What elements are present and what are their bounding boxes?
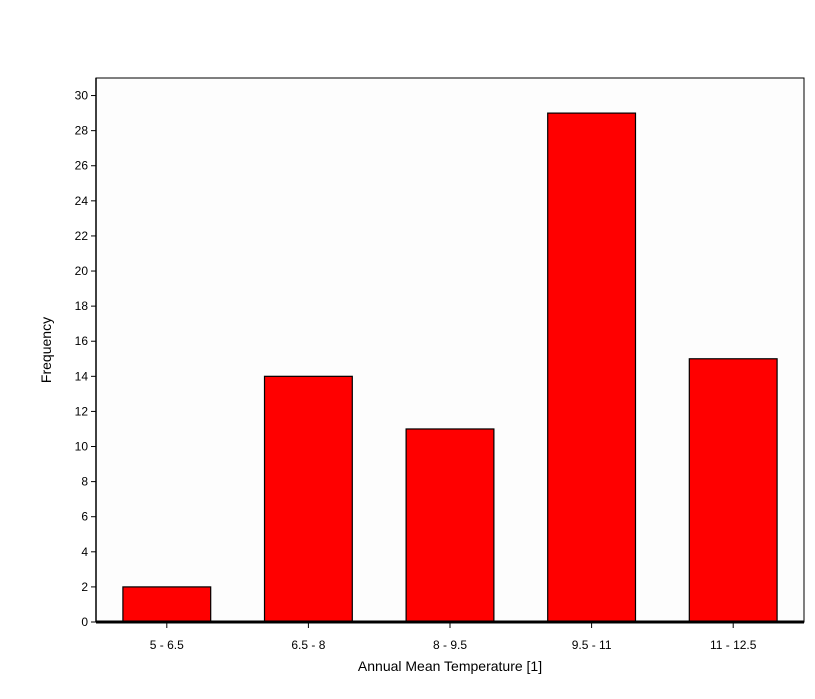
x-tick-label: 8 - 9.5 bbox=[433, 638, 467, 652]
y-tick-label: 22 bbox=[75, 229, 89, 243]
y-tick-label: 18 bbox=[75, 299, 89, 313]
x-tick-label: 11 - 12.5 bbox=[710, 638, 757, 652]
y-axis-title: Frequency bbox=[38, 317, 54, 383]
y-tick-label: 0 bbox=[81, 615, 88, 629]
bar-4 bbox=[688, 358, 778, 623]
x-tick-label: 5 - 6.5 bbox=[150, 638, 184, 652]
bar-0 bbox=[122, 586, 212, 623]
y-tick-label: 6 bbox=[81, 510, 88, 524]
y-tick-label: 14 bbox=[75, 369, 89, 383]
y-tick-label: 12 bbox=[75, 404, 89, 418]
y-tick-label: 24 bbox=[75, 194, 89, 208]
x-tick-label: 9.5 - 11 bbox=[572, 638, 612, 652]
y-tick-label: 26 bbox=[75, 159, 89, 173]
y-tick-label: 30 bbox=[75, 89, 89, 103]
x-tick-label: 6.5 - 8 bbox=[291, 638, 325, 652]
bar-3 bbox=[547, 112, 637, 623]
y-tick-label: 8 bbox=[81, 475, 88, 489]
y-tick-label: 16 bbox=[75, 334, 89, 348]
x-axis-title: Annual Mean Temperature [1] bbox=[358, 658, 542, 674]
y-tick-label: 20 bbox=[75, 264, 89, 278]
y-tick-label: 4 bbox=[81, 545, 88, 559]
bar-1 bbox=[263, 375, 353, 623]
y-tick-label: 28 bbox=[75, 124, 89, 138]
bar-2 bbox=[405, 428, 495, 623]
y-tick-label: 2 bbox=[81, 580, 88, 594]
x-axis: 5 - 6.5 6.5 - 8 8 - 9.5 9.5 - 11 11 - 12.5 bbox=[150, 622, 757, 652]
y-tick-label: 10 bbox=[75, 440, 89, 454]
bars-group bbox=[122, 112, 778, 623]
